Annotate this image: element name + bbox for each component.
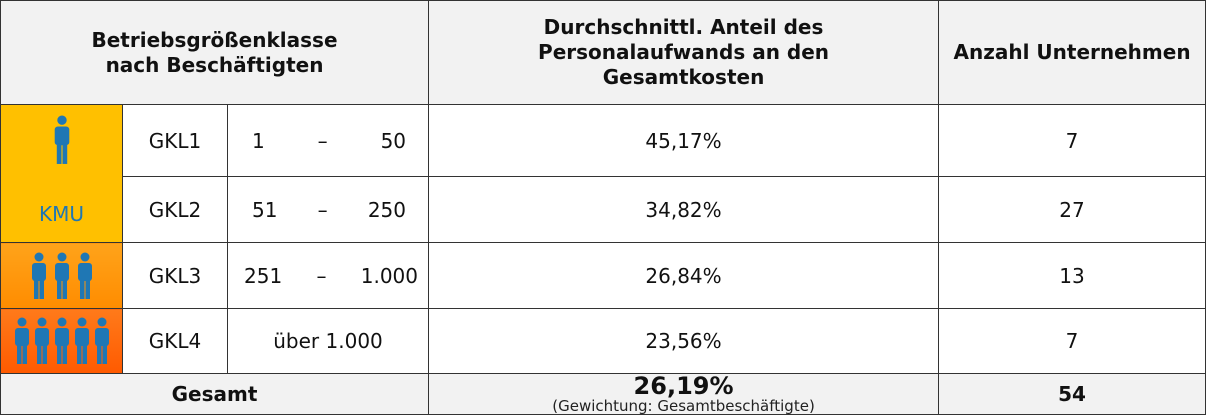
range-cell: über 1.000: [226, 308, 430, 374]
row: GKL4 über 1.000 23,56% 7: [0, 308, 1207, 374]
header-text: Durchschnittl. Anteil des: [543, 15, 824, 39]
share-cell: 23,56%: [428, 308, 940, 374]
total-share: 26,19%: [633, 372, 734, 400]
share-cell: 26,84%: [428, 242, 940, 309]
count-cell: 7: [938, 308, 1207, 374]
range-sep: –: [317, 197, 328, 222]
row: KMU GKL1 1 – 50 45,17% 7: [0, 104, 1207, 243]
class-cell: GKL3: [122, 242, 228, 309]
range-from: 51: [252, 197, 278, 222]
header-row: Betriebsgrößenklasse nach Beschäftigten …: [0, 0, 1207, 105]
range-from: 251: [244, 263, 283, 288]
range-from: 1: [252, 128, 265, 153]
range-cell: 51 – 250: [226, 176, 430, 243]
range-sep: –: [317, 128, 328, 153]
range-cell: 1 – 50: [226, 104, 430, 177]
persons-icon: [14, 317, 109, 364]
header-cell: Anzahl Unternehmen: [938, 0, 1207, 105]
icon-cell: [0, 242, 123, 309]
row: GKL2 51 – 250 34,82% 27: [1, 176, 1207, 243]
share-cell: 34,82%: [428, 176, 940, 243]
range-to: 1.000: [360, 263, 419, 288]
row: GKL3 251 – 1.000 26,84% 13: [0, 242, 1207, 309]
count-cell: 13: [938, 242, 1207, 309]
total-note: (Gewichtung: Gesamtbeschäftigte): [552, 397, 815, 415]
class-cell: GKL2: [122, 176, 228, 243]
icon-cell: [0, 308, 123, 374]
icon-cell: KMU: [0, 104, 123, 243]
total-share-cell: 26,19% (Gewichtung: Gesamtbeschäftigte): [428, 372, 940, 415]
count-cell: 27: [938, 176, 1207, 243]
count-cell: 7: [938, 104, 1207, 177]
person-icon: [54, 115, 70, 164]
persons-icon: [31, 252, 92, 299]
range-to: 250: [367, 197, 407, 222]
header-text: nach Beschäftigten: [105, 52, 324, 77]
total-count: 54: [938, 373, 1207, 415]
kmu-label: KMU: [38, 202, 84, 226]
class-cell: GKL4: [122, 308, 228, 374]
header-text: Personalaufwands an den: [538, 40, 830, 64]
range-cell: 251 – 1.000: [226, 242, 430, 309]
header-text: Betriebsgrößenklasse: [91, 27, 338, 52]
header-text: Gesamtkosten: [602, 65, 765, 89]
class-cell: GKL1: [122, 104, 228, 177]
header-cell: Betriebsgrößenklasse nach Beschäftigten: [0, 0, 430, 105]
range-sep: –: [316, 263, 327, 288]
header-cell: Durchschnittl. Anteil des Personalaufwan…: [428, 0, 940, 105]
share-cell: 45,17%: [428, 104, 940, 177]
total-label: Gesamt: [0, 373, 430, 415]
range-to: 50: [380, 128, 407, 153]
total-row: Gesamt 26,19% (Gewichtung: Gesamtbeschäf…: [0, 372, 1207, 415]
